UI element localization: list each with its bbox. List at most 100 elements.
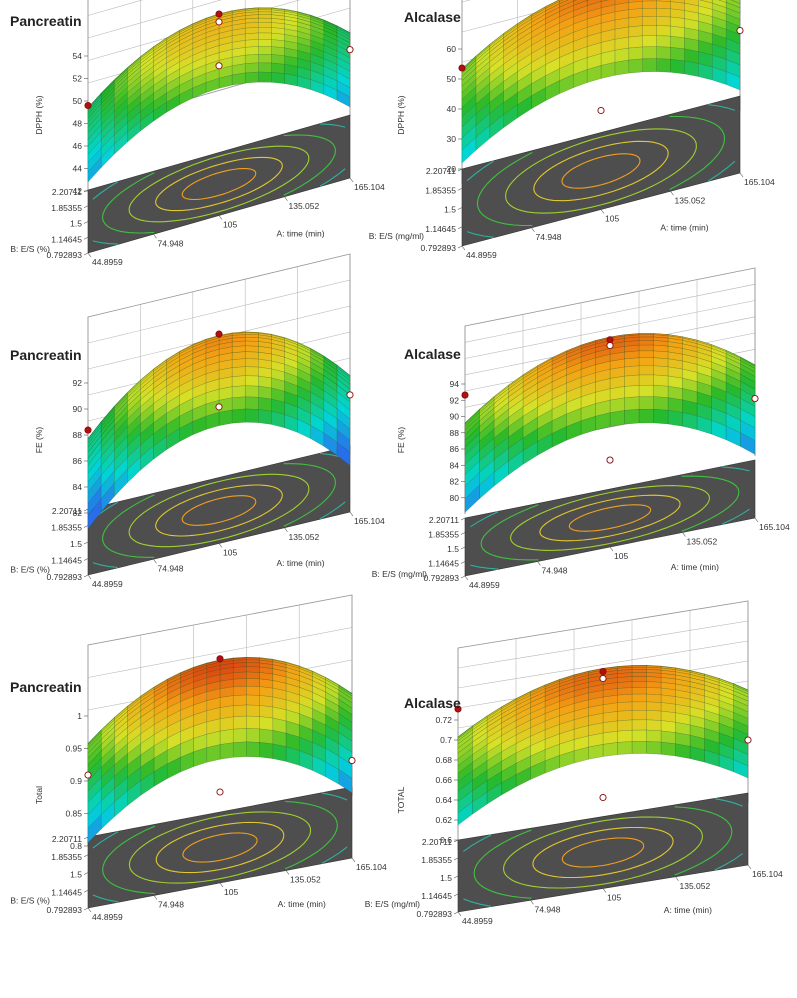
surface-cell <box>219 716 234 732</box>
x-tick-label: 74.948 <box>542 566 568 576</box>
x-tick-mark <box>153 234 157 239</box>
surface-cell <box>628 16 643 28</box>
y-tick-mark <box>453 839 459 843</box>
surface-cell <box>617 681 633 689</box>
chart-panel-5: 0.8 0.85 0.9 0.95 1 Total 44.8959 74.948 105 135.… <box>10 594 387 922</box>
z-tick-label: 44 <box>73 164 83 174</box>
surface-cell <box>624 365 640 377</box>
surface-cell <box>653 374 669 387</box>
surface-cell <box>245 366 259 377</box>
y-tick-mark <box>460 561 466 564</box>
contour-line <box>319 501 346 520</box>
surface-cell <box>246 686 260 696</box>
contour-line <box>463 898 492 907</box>
z-tick-label: 20 <box>447 164 457 174</box>
surface-cell <box>638 336 654 341</box>
contour-line <box>155 156 283 212</box>
x-tick-mark <box>351 857 356 863</box>
surface-cell <box>259 742 273 759</box>
design-point <box>216 655 224 663</box>
surface-cell <box>231 72 246 86</box>
x-axis-label: A: time (min) <box>671 562 719 572</box>
contour-line <box>708 104 736 111</box>
surface-cell <box>233 666 247 673</box>
x-tick-mark <box>87 574 92 580</box>
surface-cell <box>259 695 273 708</box>
design-point <box>458 64 466 72</box>
surface-cell <box>233 704 247 718</box>
contour-line <box>101 172 155 234</box>
surface-cell <box>642 46 657 60</box>
surface-cell <box>631 676 647 682</box>
surface-cell <box>638 374 654 386</box>
surface-cell <box>628 35 643 49</box>
surface-cell <box>246 704 260 717</box>
response-surface <box>457 665 749 826</box>
surface-cell <box>656 58 671 73</box>
x-axis-label: A: time (min) <box>660 223 708 233</box>
y-tick-mark <box>83 189 89 193</box>
y-tick-label: 0.792893 <box>424 573 460 583</box>
surface-cell <box>245 32 259 41</box>
x-tick-mark <box>285 870 290 875</box>
surface-cell <box>245 62 259 74</box>
contour-line <box>470 564 499 570</box>
y-tick-label: 1.5 <box>447 544 459 554</box>
surface-cell <box>246 694 260 706</box>
surface-cell <box>638 350 654 358</box>
contour-line <box>284 825 338 870</box>
x-tick-mark <box>153 895 158 900</box>
x-tick-label: 135.052 <box>675 195 706 205</box>
surface-cell <box>245 46 259 56</box>
contour-line <box>92 240 118 245</box>
x-tick-label: 44.8959 <box>92 579 123 589</box>
x-tick-label: 135.052 <box>290 875 321 885</box>
y-axis-label: B: E/S (mg/ml) <box>365 899 420 909</box>
x-tick-mark <box>531 227 535 232</box>
surface-cell <box>656 8 671 18</box>
contour-line <box>476 152 533 227</box>
surface-cell <box>614 47 629 63</box>
contour-line <box>561 837 645 868</box>
y-tick-mark <box>457 245 463 249</box>
surface-cell <box>670 36 685 50</box>
surface-cell <box>586 0 590 1</box>
z-tick-label: 92 <box>73 378 83 388</box>
design-point <box>751 395 759 403</box>
surface-cell <box>670 25 685 39</box>
design-point <box>346 46 354 54</box>
z-tick-label: 0.68 <box>435 755 452 765</box>
surface-cell <box>614 59 629 76</box>
surface-cell <box>646 701 662 712</box>
x-tick-mark <box>153 559 157 564</box>
surface-cell <box>642 58 657 73</box>
surface-cell <box>231 366 246 377</box>
x-tick-mark <box>602 888 607 893</box>
y-tick-mark <box>83 525 89 528</box>
z-axis-label: DPPH (%) <box>34 95 44 134</box>
x-tick-label: 105 <box>614 551 628 561</box>
contour-line <box>505 128 697 214</box>
design-point <box>215 403 223 411</box>
contour-line <box>669 115 726 139</box>
y-axis-label: B: E/S (%) <box>10 565 50 575</box>
x-tick-label: 135.052 <box>289 532 320 542</box>
z-tick-label: 0.72 <box>435 715 452 725</box>
surface-cell <box>233 694 247 706</box>
x-tick-mark <box>349 511 354 517</box>
panel-title: Alcalase <box>404 9 461 25</box>
y-tick-label: 2.20711 <box>52 834 82 844</box>
surface-cell <box>609 397 625 414</box>
design-point <box>84 426 92 434</box>
y-tick-label: 2.20711 <box>52 506 82 516</box>
y-tick-mark <box>453 893 459 897</box>
surface-cell <box>233 728 247 743</box>
surface-cell <box>624 396 640 411</box>
x-tick-label: 44.8959 <box>466 250 497 260</box>
y-axis-label: B: E/S (%) <box>10 896 50 906</box>
x-tick-label: 44.8959 <box>462 916 493 926</box>
x-tick-label: 165.104 <box>752 869 783 879</box>
surface-cell <box>631 710 647 721</box>
y-tick-label: 0.792893 <box>47 572 83 582</box>
